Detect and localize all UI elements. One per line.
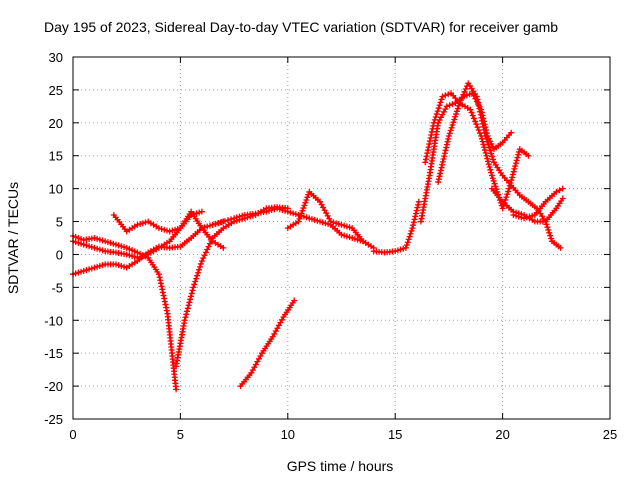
x-tick-label: 0 xyxy=(69,427,76,442)
series-markers xyxy=(209,205,377,251)
y-tick-label: -15 xyxy=(44,346,63,361)
series-arc-i xyxy=(370,198,422,256)
series-markers xyxy=(422,80,564,251)
series-markers xyxy=(173,204,291,370)
x-tick-label: 5 xyxy=(177,427,184,442)
x-tick-label: 10 xyxy=(281,427,295,442)
series-markers xyxy=(237,297,298,390)
series-arc-j xyxy=(417,90,515,225)
series-arc-k xyxy=(422,80,564,251)
x-axis-label: GPS time / hours xyxy=(287,458,394,474)
series-line xyxy=(71,234,178,391)
series-arc-g xyxy=(237,297,298,390)
series-markers xyxy=(284,188,366,245)
y-tick-label: 25 xyxy=(49,83,63,98)
series-markers xyxy=(110,208,227,251)
series-arc-f xyxy=(209,205,377,251)
series-arc-h xyxy=(284,188,366,245)
series-markers xyxy=(417,90,515,225)
y-tick-label: 30 xyxy=(49,50,63,65)
series-markers xyxy=(510,185,566,222)
series-arc-n xyxy=(510,185,566,222)
y-tick-label: 0 xyxy=(56,247,63,262)
series-markers xyxy=(370,198,422,256)
chart-title: Day 195 of 2023, Sidereal Day-to-day VTE… xyxy=(44,19,558,35)
data-series xyxy=(70,80,566,393)
y-tick-label: 15 xyxy=(49,149,63,164)
y-tick-label: -20 xyxy=(44,379,63,394)
y-axis-label: SDTVAR / TECUs xyxy=(5,182,21,294)
y-tick-label: -25 xyxy=(44,412,63,427)
y-tick-label: -5 xyxy=(51,280,63,295)
plot-frame xyxy=(72,56,611,420)
series-markers xyxy=(488,185,566,225)
x-tick-label: 25 xyxy=(603,427,617,442)
y-tick-label: 20 xyxy=(49,116,63,131)
series-arc-c xyxy=(173,204,291,370)
series-arc-l xyxy=(435,100,532,212)
x-tick-label: 15 xyxy=(388,427,402,442)
grid xyxy=(73,57,610,419)
axis-ticks: 0 5 10 15 20 25 -25 -20 -15 -10 -5 0 5 10 15 20 25 30 xyxy=(44,50,617,442)
y-tick-label: 10 xyxy=(49,182,63,197)
y-tick-label: 5 xyxy=(56,215,63,230)
x-tick-label: 20 xyxy=(495,427,509,442)
series-arc-e xyxy=(110,208,227,251)
y-tick-label: -10 xyxy=(44,313,63,328)
